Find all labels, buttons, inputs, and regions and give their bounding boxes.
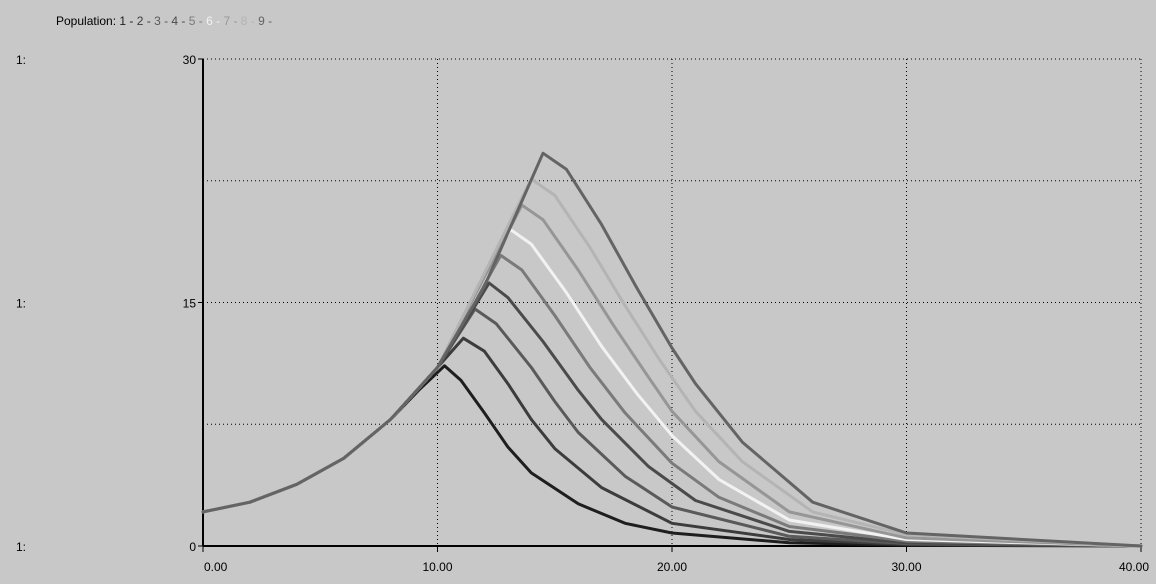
x-tick-label: 30.00 bbox=[891, 560, 921, 574]
y-tick-label: 30 bbox=[183, 53, 197, 67]
x-tick-label: 10.00 bbox=[422, 560, 452, 574]
y-axis-prefix: 1: bbox=[16, 53, 26, 67]
series-line-8 bbox=[201, 177, 1143, 548]
legend-item-5: 5 - bbox=[189, 14, 206, 28]
legend-item-9: 9 - bbox=[258, 14, 272, 28]
series-line-2 bbox=[201, 336, 1143, 548]
x-tick-label: 40.00 bbox=[1119, 560, 1149, 574]
legend-title: Population: bbox=[56, 14, 119, 28]
legend-item-3: 3 - bbox=[154, 14, 171, 28]
y-axis-prefix: 1: bbox=[16, 540, 26, 554]
legend-item-6: 6 - bbox=[206, 14, 223, 28]
legend-item-7: 7 - bbox=[223, 14, 240, 28]
y-tick-label: 15 bbox=[183, 297, 197, 311]
x-tick-label: 20.00 bbox=[657, 560, 687, 574]
legend-item-4: 4 - bbox=[171, 14, 188, 28]
series-line-5 bbox=[201, 253, 1143, 548]
legend-item-8: 8 - bbox=[241, 14, 258, 28]
legend: Population: 1 - 2 - 3 - 4 - 5 - 6 - 7 - … bbox=[56, 14, 272, 28]
series-line-9 bbox=[201, 151, 1143, 548]
y-axis-prefix: 1: bbox=[16, 297, 26, 311]
y-tick-label: 0 bbox=[189, 540, 196, 554]
legend-item-2: 2 - bbox=[137, 14, 154, 28]
x-tick-label: 0.00 bbox=[204, 560, 228, 574]
legend-item-1: 1 - bbox=[119, 14, 136, 28]
